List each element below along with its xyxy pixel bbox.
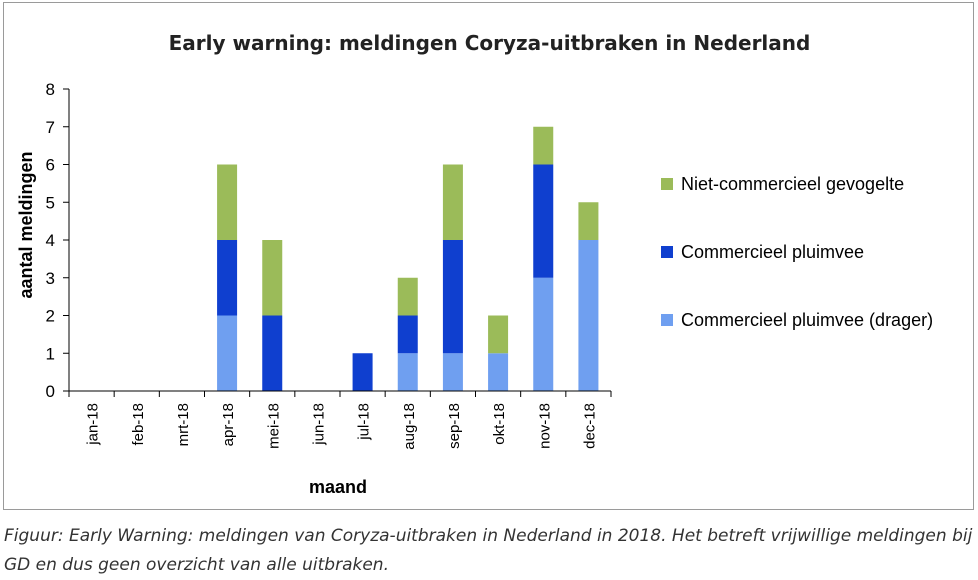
bar-segment [578,240,599,391]
x-tick-label: jan-18 [85,403,102,446]
bar-segment [442,240,463,354]
y-tick-label: 0 [46,382,55,401]
legend-swatch [661,246,673,258]
y-axis-label: aantal meldingen [16,151,36,298]
y-tick-label: 2 [46,307,55,326]
bar-segment [488,353,509,391]
chart-frame: Early warning: meldingen Coryza-uitbrake… [3,2,974,510]
x-tick-label: mei-18 [265,403,282,449]
x-tick-label: sep-18 [446,403,463,449]
bar-segment [533,277,554,391]
chart-title: Early warning: meldingen Coryza-uitbrake… [168,31,811,55]
legend-swatch [661,178,673,190]
x-tick-label: aug-18 [401,403,418,450]
x-tick-label: jun-18 [310,403,327,446]
x-tick-label: okt-18 [491,403,508,445]
y-tick-label: 5 [46,193,55,212]
x-tick-label: mrt-18 [175,403,192,446]
y-tick-label: 6 [46,156,55,175]
x-axis-label: maand [309,477,367,497]
x-tick-label: nov-18 [536,403,553,449]
bar-segment [578,202,599,240]
y-tick-label: 4 [46,231,55,250]
legend-swatch [661,314,673,326]
bar-segment [352,353,373,391]
bar-segment [488,315,509,354]
bar-segment [397,315,418,354]
y-tick-label: 1 [46,344,55,363]
figure-caption: Figuur: Early Warning: meldingen van Cor… [4,526,973,575]
bar-segment [217,315,238,391]
y-tick-label: 3 [46,269,55,288]
x-tick-label: feb-18 [130,403,147,446]
chart-svg: 0 1 2 3 4 5 6 7 8 jan-18 feb-18 mrt-18 apr-18 mei-18 j… [16,80,933,497]
bar-segment [442,164,463,240]
y-tick-label: 8 [46,80,55,99]
x-tick-label: jul-18 [356,403,373,441]
x-tick-label: dec-18 [581,403,598,449]
bar-segment [262,315,283,391]
bar-segment [397,353,418,391]
bar-segment [397,277,418,316]
y-tick-label: 7 [46,118,55,137]
bar-segment [217,164,238,240]
bar-segment [217,240,238,316]
bar-segment [262,240,283,316]
legend-label: Niet-commercieel gevogelte [681,174,904,194]
bar-segment [533,164,554,278]
bar-segment [442,353,463,391]
x-tick-label: apr-18 [220,403,237,446]
bar-segment [533,126,554,165]
legend-label: Commercieel pluimvee (drager) [681,310,933,330]
legend-label: Commercieel pluimvee [681,242,864,262]
